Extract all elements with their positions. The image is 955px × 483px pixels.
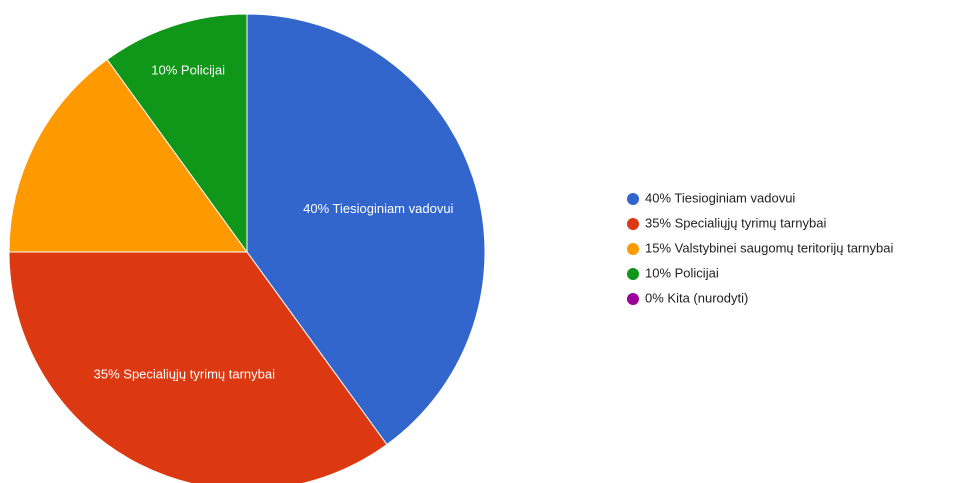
legend-label: 15% Valstybinei saugomų teritorijų tarny… [645,240,893,255]
legend-label: 0% Kita (nurodyti) [645,290,748,305]
legend-marker [627,268,639,280]
pie-slice [106,13,248,254]
slice-label: 35% Specialiųjų tyrimų tarnybai [94,366,275,381]
pie-slice [8,58,248,253]
legend-marker [627,243,639,255]
legend-marker [627,193,639,205]
pie-slice [8,251,388,483]
slice-label: 10% Policijai [151,62,225,77]
legend-label: 40% Tiesioginiam vadovui [645,190,795,205]
legend-marker [627,293,639,305]
slice-label: 40% Tiesioginiam vadovui [303,201,453,216]
legend-marker [627,218,639,230]
legend-label: 35% Specialiųjų tyrimų tarnybai [645,215,826,230]
pie-slice [246,13,486,446]
legend-label: 10% Policijai [645,265,719,280]
